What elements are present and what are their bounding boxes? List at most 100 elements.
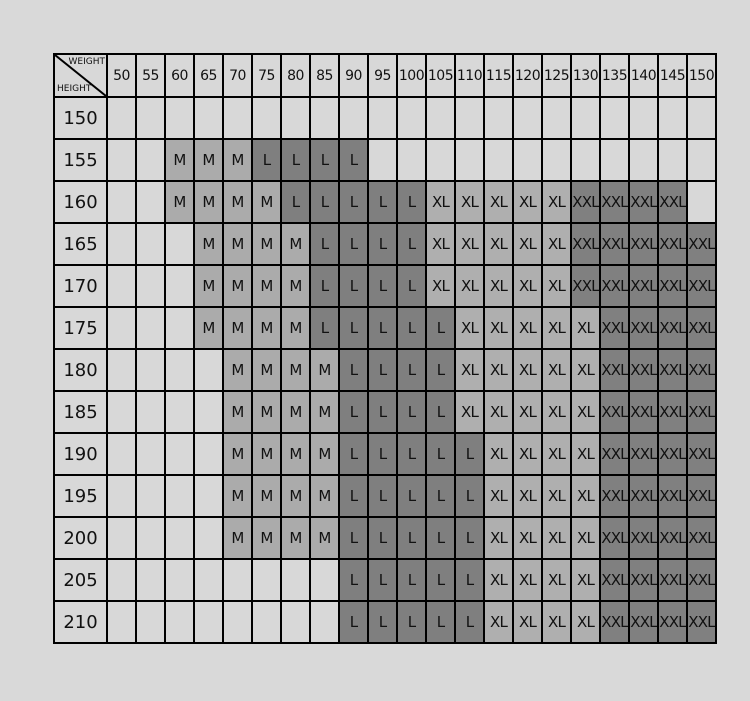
size-cell	[396, 96, 427, 140]
size-cell	[193, 390, 224, 434]
size-cell: XL	[512, 432, 543, 476]
size-cell: XXL	[599, 432, 630, 476]
size-cell: M	[309, 390, 340, 434]
size-cell: L	[396, 390, 427, 434]
size-cell: XL	[570, 306, 601, 350]
size-cell: XL	[512, 600, 543, 644]
size-cell: XL	[454, 348, 485, 392]
size-cell: XL	[512, 390, 543, 434]
size-cell: XL	[454, 390, 485, 434]
size-cell: XXL	[686, 558, 717, 602]
size-cell: M	[251, 516, 282, 560]
weight-header-75: 75	[251, 53, 282, 98]
size-cell: L	[454, 600, 485, 644]
table-row: 210 L L L L L XL XL XL XL XXL XXL XXL XXL	[53, 600, 717, 644]
size-cell: L	[367, 432, 398, 476]
size-cell	[280, 558, 311, 602]
weight-header-50: 50	[106, 53, 137, 98]
size-cell: M	[309, 348, 340, 392]
size-cell: XL	[512, 558, 543, 602]
size-cell	[657, 96, 688, 140]
size-cell: L	[396, 432, 427, 476]
size-cell	[135, 516, 166, 560]
size-chart-table: WEIGHT HEIGHT 50 55 60 65 70 75 80 85 90 95 100 105…	[53, 53, 717, 644]
height-header-205: 205	[53, 558, 108, 602]
size-cell: XXL	[657, 474, 688, 518]
size-cell: XXL	[657, 558, 688, 602]
size-cell	[686, 180, 717, 224]
size-cell: L	[309, 180, 340, 224]
size-cell: M	[222, 264, 253, 308]
weight-header-80: 80	[280, 53, 311, 98]
size-cell: L	[338, 432, 369, 476]
table-row: 150	[53, 96, 717, 140]
weight-header-150: 150	[686, 53, 717, 98]
size-cell: L	[309, 138, 340, 182]
size-cell	[222, 600, 253, 644]
size-cell	[512, 96, 543, 140]
size-cell: L	[396, 180, 427, 224]
size-cell: XXL	[686, 222, 717, 266]
size-cell	[541, 96, 572, 140]
size-cell: XL	[483, 222, 514, 266]
size-cell: XXL	[570, 222, 601, 266]
size-cell: M	[193, 138, 224, 182]
size-cell: M	[251, 264, 282, 308]
size-cell	[106, 138, 137, 182]
size-cell: XL	[541, 222, 572, 266]
size-cell	[164, 222, 195, 266]
size-cell: L	[367, 264, 398, 308]
size-cell: L	[454, 474, 485, 518]
size-cell: XXL	[657, 222, 688, 266]
size-cell: XXL	[599, 264, 630, 308]
size-cell: XL	[483, 348, 514, 392]
size-cell: XXL	[599, 516, 630, 560]
diagonal-divider	[56, 56, 105, 95]
size-cell: L	[425, 516, 456, 560]
size-cell: XXL	[686, 432, 717, 476]
size-cell: M	[309, 474, 340, 518]
size-cell: M	[222, 222, 253, 266]
size-cell: XL	[512, 516, 543, 560]
size-cell: XXL	[686, 348, 717, 392]
size-cell: M	[222, 390, 253, 434]
size-cell	[251, 600, 282, 644]
size-cell: XL	[425, 180, 456, 224]
size-cell: XXL	[628, 348, 659, 392]
size-cell	[164, 474, 195, 518]
size-cell: L	[425, 348, 456, 392]
size-cell: XL	[483, 264, 514, 308]
size-cell	[135, 264, 166, 308]
size-cell: M	[280, 432, 311, 476]
weight-header-row: WEIGHT HEIGHT 50 55 60 65 70 75 80 85 90 95 100 105…	[53, 53, 717, 98]
size-cell: L	[454, 432, 485, 476]
size-cell	[338, 96, 369, 140]
table-row: 170 M M M M L L L L XL XL XL XL XL XXL XXL XXL XXL XXL	[53, 264, 717, 308]
size-cell: XXL	[686, 390, 717, 434]
weight-header-145: 145	[657, 53, 688, 98]
size-cell: XXL	[599, 390, 630, 434]
size-cell: M	[251, 306, 282, 350]
size-cell: XXL	[599, 474, 630, 518]
size-cell: L	[396, 348, 427, 392]
weight-header-125: 125	[541, 53, 572, 98]
size-cell: XXL	[599, 348, 630, 392]
size-cell	[599, 96, 630, 140]
size-cell: XL	[512, 474, 543, 518]
size-cell	[686, 96, 717, 140]
size-cell: XL	[541, 474, 572, 518]
size-cell: L	[338, 222, 369, 266]
size-cell: L	[425, 390, 456, 434]
size-cell: L	[338, 516, 369, 560]
size-cell: M	[193, 306, 224, 350]
size-cell	[106, 348, 137, 392]
size-cell: XL	[512, 348, 543, 392]
size-cell: XXL	[657, 600, 688, 644]
size-cell: L	[367, 516, 398, 560]
size-cell	[164, 306, 195, 350]
size-cell: XXL	[628, 516, 659, 560]
size-cell	[425, 138, 456, 182]
size-cell: XXL	[657, 264, 688, 308]
size-cell	[280, 96, 311, 140]
size-cell: L	[280, 180, 311, 224]
